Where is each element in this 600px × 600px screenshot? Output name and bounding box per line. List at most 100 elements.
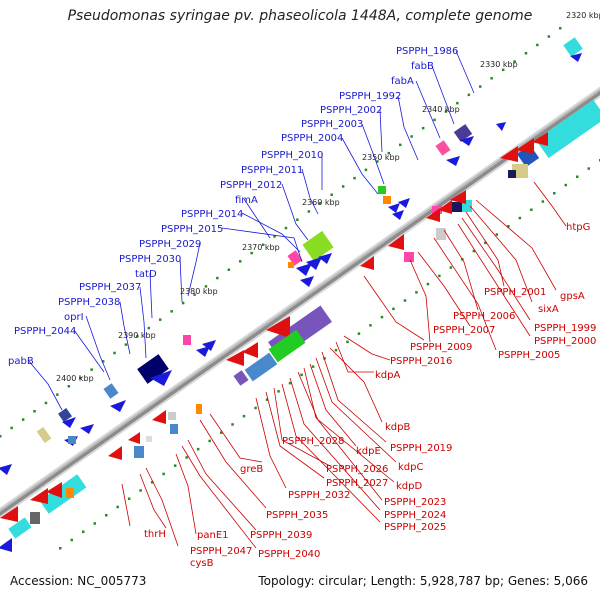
gene-block[interactable] <box>435 140 451 156</box>
gene-label[interactable]: PSPPH_2027 <box>326 478 388 489</box>
reverse-gene-arrow[interactable] <box>46 482 62 498</box>
gene-label[interactable]: PSPPH_2007 <box>433 325 495 336</box>
gene-label[interactable]: PSPPH_2005 <box>498 350 560 361</box>
forward-gene-arrow[interactable] <box>570 53 582 62</box>
gene-block[interactable] <box>536 99 600 159</box>
gene-block[interactable] <box>170 424 178 434</box>
gene-label[interactable]: PSPPH_2037 <box>79 282 141 293</box>
forward-gene-arrow[interactable] <box>318 253 332 264</box>
gene-label[interactable]: pabB <box>8 356 34 367</box>
gene-label[interactable]: PSPPH_2039 <box>250 530 312 541</box>
gene-label[interactable]: PSPPH_2032 <box>288 490 350 501</box>
gene-label[interactable]: PSPPH_2006 <box>453 311 515 322</box>
gene-block[interactable] <box>196 404 202 414</box>
gene-block[interactable] <box>432 206 442 214</box>
gene-label[interactable]: kdpD <box>396 481 422 492</box>
forward-gene-arrow[interactable] <box>110 400 126 412</box>
gene-label[interactable]: kdpC <box>398 462 423 473</box>
gene-block[interactable] <box>452 202 462 212</box>
gene-label[interactable]: PSPPH_2014 <box>181 209 243 220</box>
gene-label[interactable]: panE1 <box>197 530 229 541</box>
gene-label[interactable]: thrH <box>144 529 166 540</box>
gene-block[interactable] <box>244 352 278 382</box>
gene-block[interactable] <box>288 262 294 268</box>
forward-gene-arrow[interactable] <box>446 156 460 166</box>
gene-label[interactable]: PSPPH_1992 <box>339 91 401 102</box>
gene-label[interactable]: sixA <box>538 304 559 315</box>
reverse-gene-arrow[interactable] <box>226 350 244 366</box>
gene-label[interactable]: fabB <box>411 61 434 72</box>
gene-block[interactable] <box>462 200 472 212</box>
gene-label[interactable]: oprI <box>64 312 84 323</box>
gene-block[interactable] <box>103 383 119 399</box>
reverse-gene-arrow[interactable] <box>438 200 452 214</box>
reverse-gene-arrow[interactable] <box>152 410 166 424</box>
reverse-gene-arrow[interactable] <box>242 342 258 358</box>
gene-label[interactable]: gpsA <box>560 291 585 302</box>
gene-block[interactable] <box>563 37 583 57</box>
gene-label[interactable]: PSPPH_2015 <box>161 224 223 235</box>
gene-block[interactable] <box>134 446 144 458</box>
gene-label[interactable]: greB <box>240 464 263 475</box>
gene-label[interactable]: cysB <box>190 558 214 569</box>
gene-label[interactable]: PSPPH_2000 <box>534 336 596 347</box>
gene-label[interactable]: PSPPH_2047 <box>190 546 252 557</box>
gene-label[interactable]: tatD <box>135 269 157 280</box>
gene-label[interactable]: PSPPH_2024 <box>384 510 446 521</box>
forward-gene-arrow[interactable] <box>202 340 216 351</box>
gene-block[interactable] <box>287 250 303 266</box>
forward-gene-arrow[interactable] <box>460 136 474 146</box>
gene-label[interactable]: PSPPH_2004 <box>281 133 343 144</box>
gene-label[interactable]: PSPPH_2028 <box>282 436 344 447</box>
forward-gene-arrow[interactable] <box>196 346 210 357</box>
gene-label[interactable]: fimA <box>235 195 258 206</box>
reverse-gene-arrow[interactable] <box>128 432 140 444</box>
gene-block[interactable] <box>453 124 473 142</box>
forward-gene-arrow[interactable] <box>296 263 312 276</box>
reverse-gene-arrow[interactable] <box>426 208 440 222</box>
forward-gene-arrow[interactable] <box>150 370 172 386</box>
gene-block[interactable] <box>233 370 249 386</box>
gene-block[interactable] <box>30 512 40 524</box>
gene-label[interactable]: PSPPH_2038 <box>58 297 120 308</box>
gene-label[interactable]: PSPPH_2010 <box>261 150 323 161</box>
gene-label[interactable]: PSPPH_2001 <box>484 287 546 298</box>
gene-label[interactable]: htpG <box>566 222 590 233</box>
gene-label[interactable]: PSPPH_2029 <box>139 239 201 250</box>
gene-label[interactable]: PSPPH_2002 <box>320 105 382 116</box>
gene-label[interactable]: PSPPH_2025 <box>384 522 446 533</box>
gene-block[interactable] <box>36 426 52 444</box>
forward-gene-arrow[interactable] <box>300 276 314 287</box>
gene-block[interactable] <box>66 488 74 498</box>
gene-block[interactable] <box>137 354 169 384</box>
gene-label[interactable]: PSPPH_1986 <box>396 46 458 57</box>
gene-block[interactable] <box>58 408 72 422</box>
gene-label[interactable]: PSPPH_2030 <box>119 254 181 265</box>
reverse-gene-arrow[interactable] <box>266 316 290 338</box>
gene-label[interactable]: PSPPH_2003 <box>301 119 363 130</box>
gene-label[interactable]: PSPPH_2040 <box>258 549 320 560</box>
gene-block[interactable] <box>404 252 414 262</box>
reverse-gene-arrow[interactable] <box>0 506 18 522</box>
gene-label[interactable]: PSPPH_2016 <box>390 356 452 367</box>
gene-block[interactable] <box>183 335 191 345</box>
gene-block[interactable] <box>39 474 87 514</box>
reverse-gene-arrow[interactable] <box>500 146 518 162</box>
gene-block[interactable] <box>146 436 152 442</box>
reverse-gene-arrow[interactable] <box>516 138 534 154</box>
gene-label[interactable]: PSPPH_2026 <box>326 464 388 475</box>
gene-label[interactable]: PSPPH_2044 <box>14 326 76 337</box>
gene-label[interactable]: PSPPH_2023 <box>384 497 446 508</box>
gene-label[interactable]: kdpE <box>356 446 381 457</box>
gene-label[interactable]: PSPPH_2019 <box>390 443 452 454</box>
reverse-gene-arrow[interactable] <box>388 234 404 250</box>
gene-label[interactable]: PSPPH_2012 <box>220 180 282 191</box>
gene-block[interactable] <box>302 230 334 262</box>
gene-label[interactable]: PSPPH_2035 <box>266 510 328 521</box>
gene-block[interactable] <box>168 412 176 420</box>
forward-gene-arrow[interactable] <box>0 464 12 475</box>
forward-gene-arrow[interactable] <box>62 417 76 428</box>
gene-block[interactable] <box>378 186 386 194</box>
forward-gene-arrow[interactable] <box>306 257 322 270</box>
